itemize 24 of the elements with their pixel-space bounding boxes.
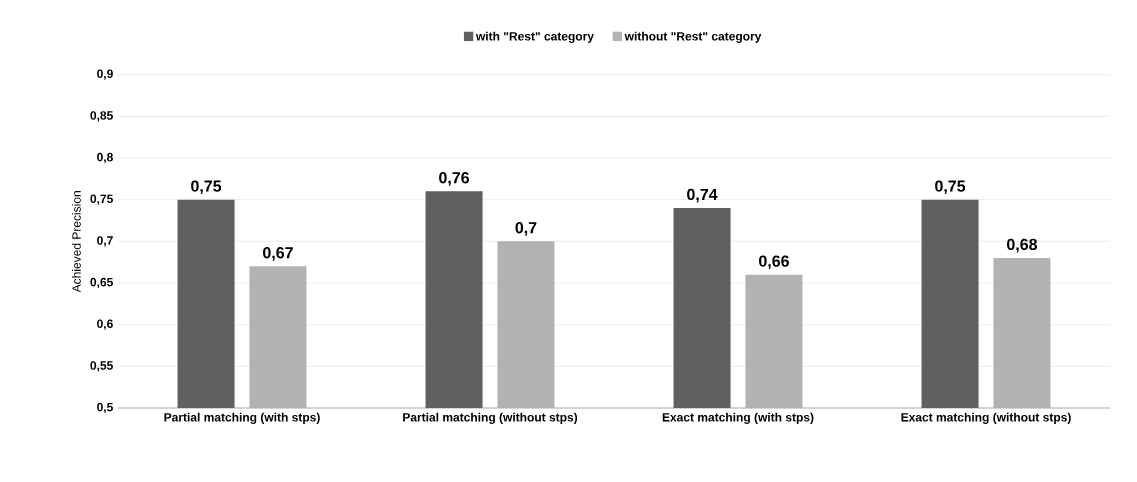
y-tick-label: 0,5 xyxy=(97,402,113,414)
data-label: 0,76 xyxy=(439,172,470,186)
data-label: 0,75 xyxy=(191,180,222,195)
data-label: 0,66 xyxy=(759,255,789,270)
data-label: 0,7 xyxy=(515,222,537,236)
data-label: 0,68 xyxy=(1007,238,1038,253)
y-tick-label: 0,65 xyxy=(90,277,113,289)
legend-label: without "Rest" category xyxy=(624,31,762,43)
x-tick-label: Partial matching (with stps) xyxy=(164,412,320,424)
y-tick-label: 0,7 xyxy=(97,236,113,247)
y-tick-label: 0,6 xyxy=(97,319,113,330)
y-tick-label: 0,85 xyxy=(90,111,113,122)
y-tick-label: 0,55 xyxy=(90,361,113,372)
legend-label: with "Rest" category xyxy=(475,31,594,43)
data-label: 0,67 xyxy=(263,247,293,261)
x-tick-label: Partial matching (without stps) xyxy=(403,412,578,424)
y-tick-label: 0,75 xyxy=(90,194,113,205)
x-tick-label: Exact matching (without stps) xyxy=(901,412,1071,424)
y-tick-label: 0,9 xyxy=(97,69,113,80)
y-tick-label: 0,8 xyxy=(97,152,113,164)
y-axis-title: Achieved Precision xyxy=(71,191,81,293)
data-label: 0,74 xyxy=(687,188,718,203)
data-label: 0,75 xyxy=(935,180,966,195)
x-tick-label: Exact matching (with stps) xyxy=(662,412,814,424)
